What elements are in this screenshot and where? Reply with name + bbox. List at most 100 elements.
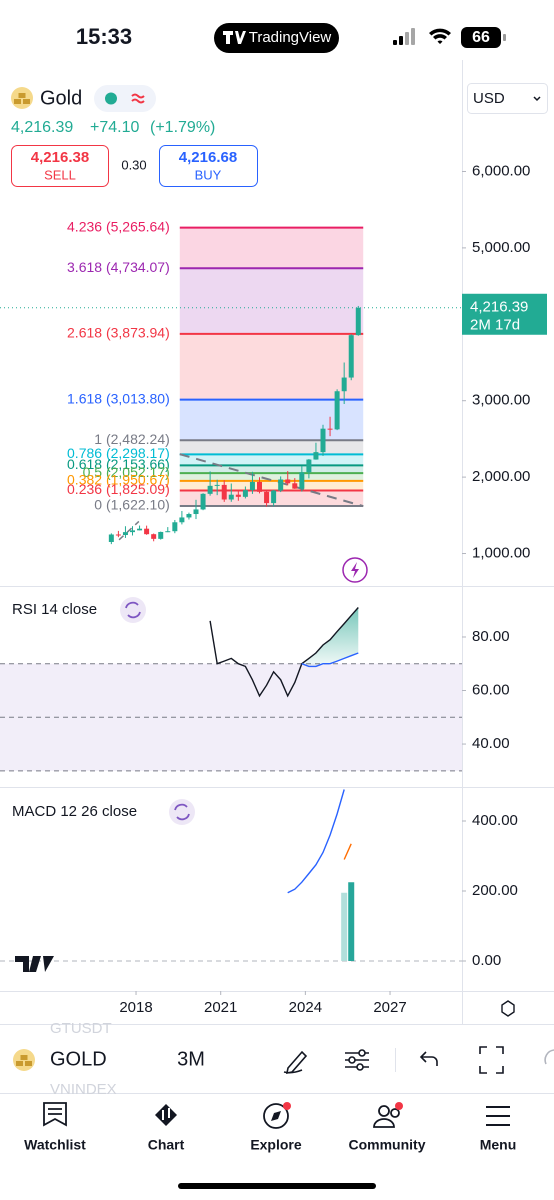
plot-layer: 4.236 (5,265.64) 3.618 (4,734.07) 2.618 (3… <box>0 162 547 1016</box>
rsi-settings-icon[interactable] <box>120 597 146 623</box>
symbol-name: Gold <box>40 87 82 109</box>
toolbar-symbol[interactable]: GOLD <box>50 1048 107 1070</box>
currency-select[interactable] <box>467 83 548 114</box>
battery-level: 66 <box>472 29 490 46</box>
y-tick-label: 5,000.00 <box>472 239 530 256</box>
candle-body <box>299 472 305 489</box>
candle-body <box>257 481 263 492</box>
axis-settings[interactable] <box>501 1000 515 1017</box>
draw-icon[interactable] <box>283 1050 308 1075</box>
candle-body <box>151 534 157 539</box>
candle-body <box>313 452 319 460</box>
tab-icon-chart <box>155 1104 177 1126</box>
candle-body <box>235 494 241 497</box>
y-tick-label: 60.00 <box>472 681 510 698</box>
y-tick-label: 6,000.00 <box>472 162 530 179</box>
app-pill <box>214 23 339 53</box>
tab-label[interactable]: Chart <box>148 1137 185 1153</box>
fib-label: 1 (2,482.24) <box>94 431 170 447</box>
market-open-dot <box>105 92 117 105</box>
candle-body <box>278 479 284 491</box>
candle-body <box>115 534 121 536</box>
cfd-icon <box>131 93 145 104</box>
battery-tip <box>503 34 506 41</box>
fib-zone <box>179 399 364 441</box>
y-tick-label: 400.00 <box>472 812 518 829</box>
undo-icon[interactable] <box>419 1051 438 1066</box>
countdown-label: 2M 17d <box>470 317 520 334</box>
candle-body <box>144 528 150 535</box>
candle-body <box>165 531 171 533</box>
tab-label[interactable]: Explore <box>250 1137 302 1153</box>
ghost-symbol: GTUSDT <box>50 1020 112 1037</box>
rsi-title: RSI 14 close <box>12 601 97 618</box>
tab-icon-watchlist <box>43 1102 67 1127</box>
y-tick-label: 80.00 <box>472 628 510 645</box>
battery <box>461 27 501 48</box>
candle-body <box>249 481 255 491</box>
gold-icon <box>11 87 33 109</box>
status-pill <box>94 85 156 112</box>
tab-label[interactable]: Watchlist <box>24 1137 86 1153</box>
fib-label: 0.236 (1,825.09) <box>67 481 170 497</box>
gold-icon-small <box>13 1049 35 1071</box>
candle-body <box>221 484 227 500</box>
fib-label: 2.618 (3,873.94) <box>67 325 170 341</box>
trend-line <box>179 453 364 508</box>
notification-dot <box>395 1102 403 1110</box>
tv-logo-small <box>223 31 246 44</box>
last-price-label: 4,216.39 <box>470 299 528 316</box>
fib-zone <box>179 473 364 481</box>
candle-body <box>122 532 128 536</box>
fullscreen-icon[interactable] <box>479 1046 504 1074</box>
fib-zone <box>179 333 364 400</box>
candle-body <box>242 490 248 497</box>
macd-title: MACD 12 26 close <box>12 803 137 820</box>
fib-zone <box>179 454 364 466</box>
currency: USD <box>473 90 505 107</box>
tv-watermark <box>15 956 54 972</box>
candle-body <box>158 531 164 539</box>
candle-body <box>306 459 312 473</box>
home-indicator <box>178 1183 376 1189</box>
more-icon[interactable] <box>544 1049 554 1065</box>
fib-label: 0.786 (2,298.17) <box>67 445 170 461</box>
spread: 0.30 <box>121 157 146 172</box>
candle-body <box>355 307 361 336</box>
fib-zone <box>179 465 364 474</box>
fib-zone <box>179 268 364 334</box>
indicators-icon[interactable] <box>345 1049 369 1071</box>
ghost-symbol: VNINDEX <box>50 1081 117 1098</box>
tab-icon-explore <box>263 1103 289 1129</box>
fib-label: 0.5 (2,052.17) <box>83 464 170 480</box>
buy-price: 4,216.68 <box>179 149 237 166</box>
y-tick-label: 2,000.00 <box>472 468 530 485</box>
y-tick-label: 200.00 <box>472 882 518 899</box>
clock: 15:33 <box>76 24 132 49</box>
x-tick-label: 2018 <box>119 999 152 1016</box>
toolbar-interval[interactable]: 3M <box>177 1048 205 1070</box>
candle-body <box>186 514 192 518</box>
macd-settings-icon[interactable] <box>169 799 195 825</box>
candle-body <box>137 528 143 531</box>
signal-icon <box>393 28 415 45</box>
wifi-icon <box>429 28 451 44</box>
candle-body <box>172 522 178 532</box>
y-tick-label: 40.00 <box>472 735 510 752</box>
tab-label[interactable]: Menu <box>480 1137 517 1153</box>
candle-body <box>193 509 199 515</box>
fib-zone <box>179 227 364 269</box>
candle-body <box>327 428 333 430</box>
sell-button[interactable] <box>11 145 109 187</box>
candle-body <box>200 493 206 510</box>
tab-label[interactable]: Community <box>349 1137 426 1153</box>
trend-line <box>118 520 140 541</box>
buy-button[interactable] <box>159 145 258 187</box>
macd-histogram-bar <box>341 892 348 961</box>
fib-label: 3.618 (4,734.07) <box>67 259 170 275</box>
candle-body <box>108 534 114 542</box>
signal-line <box>343 843 352 860</box>
